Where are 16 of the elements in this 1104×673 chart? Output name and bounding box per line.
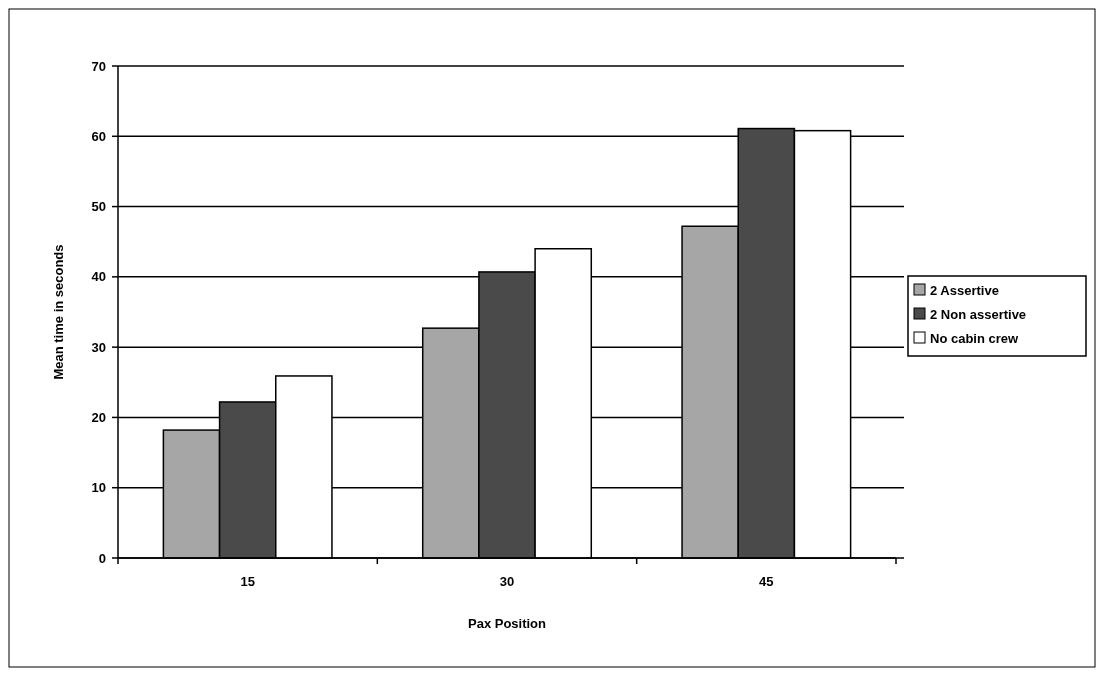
x-axis-title: Pax Position [467,616,547,631]
y-tick-label: 70 [91,58,106,74]
y-tick-label: 0 [98,550,106,566]
legend-label: 2 Assertive [930,282,999,298]
y-tick-label: 30 [91,339,106,355]
x-tick-label: 30 [499,574,515,589]
y-tick-label: 50 [91,199,106,215]
x-tick-label: 15 [240,574,255,589]
y-tick-label: 10 [91,480,106,496]
y-axis-title: Mean time in seconds [51,244,66,380]
legend-label: 2 Non assertive [930,306,1027,322]
y-tick-label: 40 [91,269,106,285]
y-tick-label: 60 [91,128,106,144]
x-tick-label: 45 [759,574,774,589]
y-tick-label: 20 [91,409,106,425]
legend-label: No cabin crew [930,330,1020,346]
